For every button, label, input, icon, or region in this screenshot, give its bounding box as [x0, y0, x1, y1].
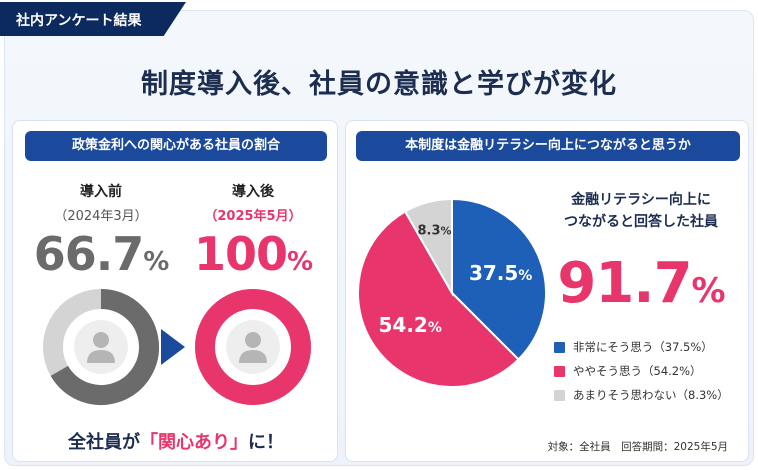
donut-value-arc [50, 289, 159, 405]
after-donut-chart [195, 289, 311, 405]
agree-heading: 金融リテラシー向上に つながると回答した社員 [542, 189, 740, 233]
legend-item: ややそう思う（54.2%） [554, 359, 729, 383]
legend-label: ややそう思う（54.2%） [573, 364, 702, 378]
conclusion-post: に！ [248, 432, 284, 453]
literacy-panel: 本制度は金融リテラシー向上につながると思うか 37.5% 54.2% 8.3% 金融… [345, 120, 749, 462]
legend-swatch [554, 389, 565, 401]
interest-panel-header: 政策金利への関心がある社員の割合 [25, 131, 327, 161]
survey-footnote: 対象：全社員 回答期間：2025年5月 [547, 441, 728, 453]
before-donut-chart [43, 289, 159, 405]
agree-percent: 91.7% [542, 251, 740, 316]
after-percent: 100% [183, 227, 323, 281]
person-icon [226, 320, 280, 374]
after-label: 導入後 [232, 184, 274, 200]
literacy-panel-header: 本制度は金融リテラシー向上につながると思うか [356, 131, 740, 161]
pie-slice-label: 8.3% [418, 224, 452, 239]
before-percent-value: 66.7 [33, 227, 144, 281]
legend-item: 非常にそう思う（37.5%） [554, 335, 729, 359]
conclusion-highlight: 「関心あり」 [140, 432, 248, 453]
before-percent-unit: % [143, 247, 169, 277]
survey-tag: 社内アンケート結果 [0, 2, 186, 36]
interest-conclusion: 全社員が「関心あり」に！ [13, 428, 339, 454]
person-icon [74, 320, 128, 374]
donut-value-arc [195, 289, 311, 405]
agree-heading-line1: 金融リテラシー向上に [571, 192, 711, 208]
agree-percent-unit: % [691, 271, 726, 311]
pie-slice [403, 197, 453, 297]
page-title: 制度導入後、社員の意識と学びが変化 [141, 69, 617, 100]
before-date: （2024年3月） [54, 209, 148, 224]
after-date: （2025年5月） [204, 209, 302, 224]
legend-label: あまりそう思わない（8.3%） [573, 388, 729, 402]
pie-slice-label: 54.2% [379, 313, 442, 337]
legend-item: あまりそう思わない（8.3%） [554, 383, 729, 407]
conclusion-pre: 全社員が [68, 432, 140, 453]
agree-percent-value: 91.7 [557, 251, 692, 316]
before-label: 導入前 [80, 184, 122, 200]
pie-slice-label: 37.5% [469, 261, 532, 285]
before-percent: 66.7% [31, 227, 171, 281]
pie-legend: 非常にそう思う（37.5%） ややそう思う（54.2%） あまりそう思わない（8.3… [554, 335, 729, 407]
after-percent-value: 100 [193, 227, 288, 281]
agree-heading-line2: つながると回答した社員 [564, 214, 718, 230]
pie-slice [357, 210, 520, 388]
legend-label: 非常にそう思う（37.5%） [573, 340, 713, 354]
pie-slice [451, 197, 547, 361]
interest-panel: 政策金利への関心がある社員の割合 導入前 （2024年3月） 66.7% 導入後… [12, 120, 338, 462]
arrow-right-icon [161, 329, 185, 365]
literacy-pie-chart: 37.5% 54.2% 8.3% [357, 197, 547, 388]
legend-swatch [554, 365, 565, 377]
legend-swatch [554, 341, 565, 353]
after-percent-unit: % [286, 247, 313, 277]
